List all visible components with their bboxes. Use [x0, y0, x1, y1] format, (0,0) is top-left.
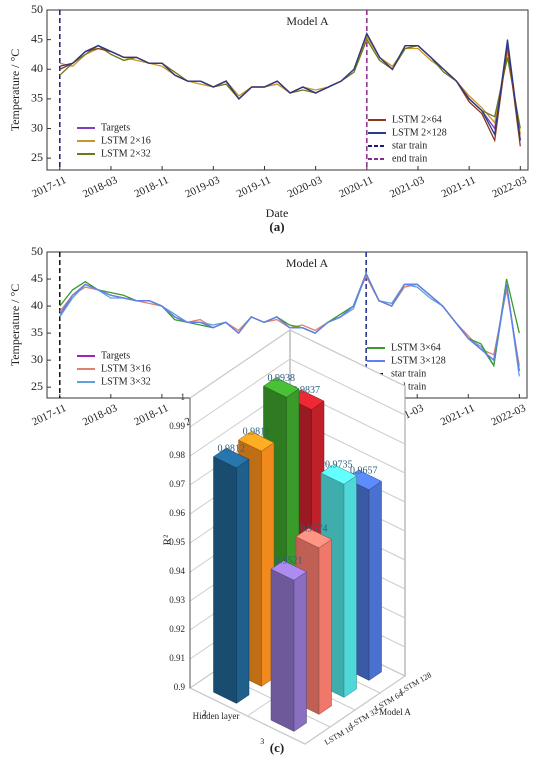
x-tick-label: 2017-11: [30, 174, 68, 200]
z-tick-label: 0.99: [169, 421, 185, 431]
x-tick-label: 2017-11: [30, 402, 68, 428]
plot-frame: [46, 9, 529, 171]
z-tick-label: 0.98: [169, 450, 185, 460]
bar-front: [236, 458, 250, 704]
y-tick-label: 45: [31, 31, 43, 45]
y-tick-label: 40: [31, 61, 43, 75]
legend-label: end train: [391, 381, 426, 392]
legend-label: LSTM 2×128: [392, 127, 447, 138]
legend-label: Targets: [101, 122, 130, 133]
x-tick-label: 2019-03: [183, 174, 222, 201]
x-tick-label: 2021-11: [439, 402, 477, 428]
x-tick-label: 2018-03: [81, 402, 120, 429]
bar-top: [295, 527, 332, 549]
bar-front: [368, 480, 382, 681]
x-tick-label: 2021-03: [388, 174, 427, 201]
legend-label: LSTM 3×16: [101, 363, 151, 374]
y-axis-label: Model A: [379, 707, 411, 717]
x-axis-label: Hidden layer: [193, 711, 240, 721]
z-tick-label: 0.91: [169, 653, 185, 663]
bar-top: [263, 377, 300, 398]
data-label: 0.9938: [268, 373, 296, 384]
x-tick-label: 2022-03: [490, 174, 529, 201]
y-tick-label: 45: [31, 271, 43, 285]
z-tick-label: 0.94: [169, 566, 185, 576]
bar-top: [270, 560, 307, 581]
y-tick-label: 25: [31, 150, 43, 164]
bar-top: [213, 447, 250, 469]
y-tick-label: 50: [31, 244, 43, 258]
y-tick-label: 30: [31, 352, 43, 366]
legend-label: LSTM 2×64: [392, 114, 442, 125]
y-tick-label: 35: [31, 325, 43, 339]
hidden-layer-label: 2: [203, 709, 207, 718]
x-tick-label: 2019-11: [235, 174, 273, 200]
panel-label: (a): [269, 219, 284, 234]
y-axis-label: Temperature / °C: [8, 284, 22, 367]
data-label: 0.9574: [300, 523, 328, 534]
x-tick-label: 2022-03: [489, 402, 528, 429]
x-tick-label: 2018-11: [133, 174, 171, 200]
z-tick-label: 1: [181, 392, 186, 402]
series-line: [59, 38, 521, 129]
legend-label: end train: [392, 153, 427, 164]
y-tick-label: 40: [31, 298, 43, 312]
series-line: [59, 271, 520, 372]
data-label: 0.9811: [243, 427, 270, 438]
series-line: [59, 32, 521, 141]
grid-line: [189, 329, 406, 399]
hidden-layer-label: 3: [260, 737, 264, 746]
legend-label: Targets: [101, 350, 130, 361]
z-tick-label: 0.97: [169, 479, 185, 489]
z-tick-label: 0.95: [169, 537, 185, 547]
y-tick-label: 25: [31, 379, 43, 393]
x-tick-label: 2018-11: [132, 402, 170, 428]
z-tick-label: 0.96: [169, 508, 185, 518]
bar-top: [320, 464, 357, 485]
chart-title: Model A: [286, 14, 329, 28]
legend-label: LSTM 2×32: [101, 148, 151, 159]
y-axis-label: Temperature / °C: [8, 49, 22, 132]
data-label: 0.9735: [325, 460, 353, 471]
data-label: 0.9657: [350, 465, 378, 476]
data-label: 0.9812: [218, 443, 246, 454]
bar-side: [213, 456, 237, 704]
legend-label: LSTM 2×16: [101, 135, 151, 146]
data-label: 0.9837: [293, 385, 321, 396]
legend-label: star train: [392, 140, 427, 151]
z-tick-label: 0.92: [169, 624, 185, 634]
y-tick-label: 30: [31, 120, 43, 134]
bar-front: [343, 475, 357, 698]
z-tick-label: 0.9: [174, 682, 186, 692]
x-tick-label: 2021-11: [440, 174, 478, 200]
bar-side: [270, 568, 295, 732]
grid-line: [189, 358, 406, 428]
bar-front: [293, 571, 307, 732]
x-tick-label: 2018-03: [81, 174, 120, 201]
bar-top: [238, 431, 275, 452]
legend-label: star train: [391, 368, 426, 379]
data-label: 0.9521: [275, 556, 303, 567]
z-axis-label: R²: [162, 534, 174, 545]
panel-label: (c): [270, 740, 284, 755]
legend-label: LSTM 3×32: [101, 376, 151, 387]
bar-front: [318, 538, 332, 715]
chart-title: Model A: [286, 256, 329, 270]
y-tick-label: 35: [31, 91, 43, 105]
series-line: [59, 35, 521, 135]
floor-grid: [189, 687, 306, 745]
y-tick-label: 50: [31, 2, 43, 16]
x-tick-label: 2020-11: [337, 174, 375, 200]
z-tick-label: 0.93: [169, 595, 185, 605]
legend-label: LSTM 3×64: [391, 342, 441, 353]
legend-label: LSTM 3×128: [391, 355, 446, 366]
x-tick-label: 2020-03: [286, 174, 325, 201]
x-axis-label: Date: [266, 206, 289, 220]
